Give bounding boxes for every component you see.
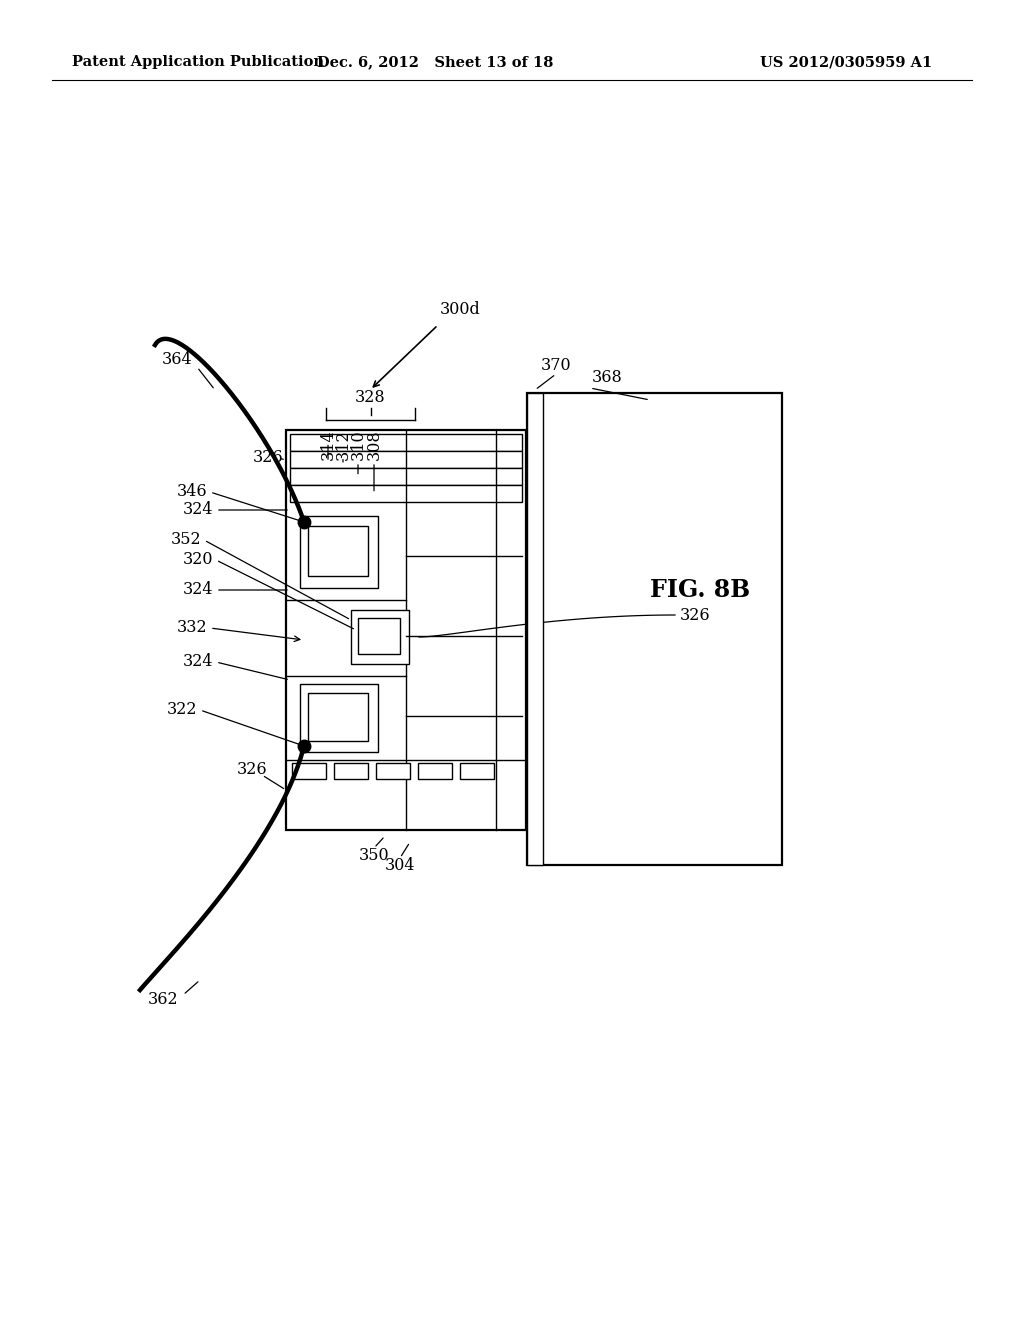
Bar bbox=[527, 393, 782, 865]
Text: 326: 326 bbox=[680, 606, 711, 623]
Text: 370: 370 bbox=[541, 356, 571, 374]
Text: 312: 312 bbox=[335, 429, 351, 459]
Text: 326: 326 bbox=[253, 450, 284, 466]
Bar bbox=[290, 484, 522, 502]
Text: FIG. 8B: FIG. 8B bbox=[650, 578, 750, 602]
Text: 310: 310 bbox=[349, 429, 367, 459]
Bar bbox=[460, 763, 494, 779]
Text: 324: 324 bbox=[182, 502, 213, 519]
Text: 324: 324 bbox=[182, 582, 213, 598]
Bar bbox=[334, 763, 368, 779]
Bar bbox=[418, 763, 452, 779]
Bar bbox=[290, 451, 522, 469]
Text: Patent Application Publication: Patent Application Publication bbox=[72, 55, 324, 69]
Text: 322: 322 bbox=[167, 701, 197, 718]
Bar bbox=[527, 393, 543, 865]
Bar bbox=[286, 430, 526, 830]
Text: 314: 314 bbox=[319, 429, 337, 459]
Bar bbox=[290, 469, 522, 484]
Text: 352: 352 bbox=[170, 532, 201, 549]
Text: 308: 308 bbox=[366, 429, 383, 459]
Bar bbox=[292, 763, 326, 779]
Bar bbox=[300, 684, 378, 752]
Bar bbox=[358, 618, 400, 653]
Text: 368: 368 bbox=[592, 370, 623, 387]
Text: 346: 346 bbox=[176, 483, 207, 500]
Text: 328: 328 bbox=[354, 389, 385, 407]
Bar bbox=[308, 525, 368, 576]
Text: 362: 362 bbox=[147, 991, 178, 1008]
Text: 300d: 300d bbox=[440, 301, 480, 318]
Text: 326: 326 bbox=[237, 762, 267, 779]
Text: Dec. 6, 2012   Sheet 13 of 18: Dec. 6, 2012 Sheet 13 of 18 bbox=[316, 55, 553, 69]
Bar bbox=[290, 434, 522, 451]
Bar bbox=[300, 516, 378, 587]
Bar bbox=[308, 693, 368, 741]
Text: US 2012/0305959 A1: US 2012/0305959 A1 bbox=[760, 55, 932, 69]
Text: 304: 304 bbox=[385, 858, 416, 874]
Bar bbox=[351, 610, 409, 664]
Bar bbox=[376, 763, 410, 779]
Text: 324: 324 bbox=[182, 653, 213, 671]
Text: 320: 320 bbox=[182, 552, 213, 569]
Text: 364: 364 bbox=[162, 351, 193, 368]
Text: 332: 332 bbox=[176, 619, 207, 636]
Text: 350: 350 bbox=[358, 847, 389, 865]
